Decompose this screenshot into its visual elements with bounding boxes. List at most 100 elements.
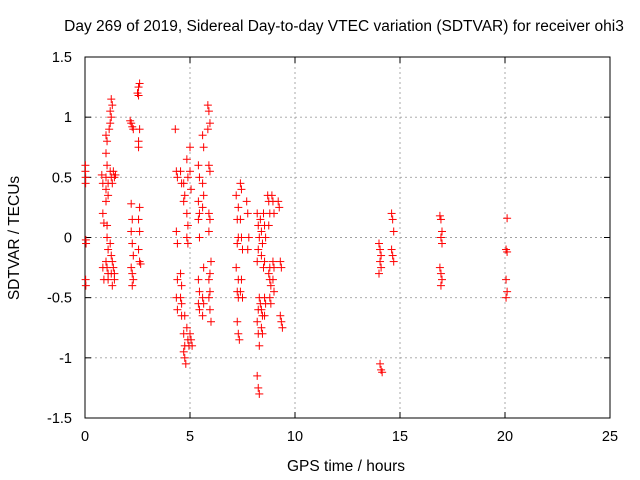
- data-point: [377, 263, 386, 272]
- data-point: [128, 239, 137, 248]
- data-point: [199, 299, 208, 308]
- data-point: [134, 143, 143, 152]
- data-point: [236, 215, 245, 224]
- grid-lines: [85, 57, 610, 418]
- data-point: [242, 197, 251, 206]
- data-point: [258, 239, 267, 248]
- data-point: [267, 191, 276, 200]
- data-point: [179, 179, 188, 188]
- data-point: [102, 185, 110, 194]
- data-point: [127, 227, 136, 236]
- data-point: [172, 227, 181, 236]
- data-point: [436, 233, 445, 242]
- data-point: [129, 275, 138, 284]
- data-point: [205, 269, 214, 278]
- data-point: [260, 257, 269, 266]
- data-point: [129, 251, 138, 260]
- data-point: [438, 239, 446, 248]
- data-point: [234, 329, 243, 338]
- data-point: [103, 233, 112, 242]
- data-point: [134, 91, 143, 100]
- data-point: [195, 305, 204, 314]
- data-point: [183, 173, 192, 182]
- data-point: [503, 214, 512, 223]
- data-point: [261, 233, 270, 242]
- data-point: [173, 275, 182, 284]
- data-point: [276, 311, 285, 320]
- data-point: [264, 269, 273, 278]
- data-point: [186, 143, 194, 152]
- x-tick-label: 10: [287, 429, 303, 445]
- data-point: [204, 293, 213, 302]
- data-point: [183, 221, 192, 230]
- data-point: [194, 161, 203, 170]
- data-point: [376, 359, 385, 368]
- data-point: [187, 185, 196, 194]
- data-point: [254, 383, 263, 392]
- data-point: [103, 161, 112, 170]
- data-point: [237, 185, 246, 194]
- data-point: [173, 239, 182, 248]
- data-point: [204, 227, 213, 236]
- data-point: [204, 209, 213, 218]
- data-point: [387, 209, 396, 218]
- data-point: [176, 269, 185, 278]
- data-point: [108, 257, 117, 266]
- data-point: [436, 281, 445, 290]
- data-point: [198, 179, 207, 188]
- data-point: [257, 305, 266, 314]
- data-point: [233, 317, 242, 326]
- y-tick-label: -0.5: [47, 291, 72, 307]
- data-point: [135, 79, 144, 88]
- data-point: [102, 149, 110, 158]
- data-point: [255, 341, 264, 350]
- data-point: [107, 251, 116, 260]
- data-point: [244, 233, 253, 242]
- data-point: [176, 293, 185, 302]
- data-point: [377, 251, 386, 260]
- data-point: [205, 215, 214, 224]
- data-point: [270, 287, 278, 296]
- data-point: [255, 389, 264, 398]
- y-axis-ticks: -1.5 -1 -0.5 0 0.5 1 1.5: [47, 50, 610, 427]
- data-point: [253, 257, 262, 266]
- data-point: [97, 170, 106, 179]
- data-point: [199, 263, 208, 272]
- data-point: [277, 317, 286, 326]
- data-point: [233, 239, 242, 248]
- data-point: [502, 293, 511, 302]
- data-point: [182, 323, 191, 332]
- data-point: [268, 275, 277, 284]
- data-point: [127, 199, 136, 208]
- data-point: [104, 245, 113, 254]
- data-point: [108, 101, 117, 110]
- chart-title: Day 269 of 2019, Sidereal Day-to-day VTE…: [64, 18, 624, 35]
- data-point: [388, 215, 397, 224]
- data-point: [176, 167, 185, 176]
- data-point: [375, 269, 383, 278]
- data-point: [199, 143, 208, 152]
- data-point: [194, 275, 203, 284]
- x-tick-label: 0: [81, 429, 89, 445]
- data-point: [186, 167, 194, 176]
- data-point: [503, 247, 512, 256]
- data-point: [237, 275, 246, 284]
- data-point: [253, 317, 262, 326]
- data-point: [387, 245, 396, 254]
- data-point: [256, 215, 265, 224]
- data-point: [436, 215, 445, 224]
- data-point: [179, 197, 188, 206]
- data-point: [207, 257, 215, 266]
- data-point: [235, 335, 244, 344]
- data-point: [198, 311, 207, 320]
- data-point: [106, 119, 115, 128]
- data-point: [107, 113, 116, 122]
- data-point: [109, 167, 118, 176]
- data-point: [182, 233, 191, 242]
- data-point: [203, 101, 212, 110]
- data-point: [103, 221, 112, 230]
- data-point: [199, 191, 208, 200]
- data-point: [195, 287, 204, 296]
- data-point: [205, 305, 214, 314]
